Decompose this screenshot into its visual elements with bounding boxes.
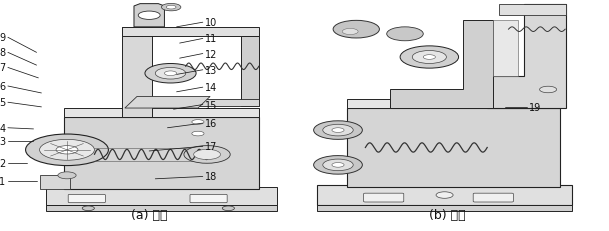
Circle shape: [192, 120, 204, 125]
Text: 19: 19: [529, 102, 541, 112]
Polygon shape: [499, 5, 566, 16]
Circle shape: [145, 64, 196, 84]
Circle shape: [423, 55, 435, 60]
Text: 5: 5: [0, 98, 5, 108]
Polygon shape: [487, 5, 566, 109]
Polygon shape: [347, 109, 560, 187]
Text: 14: 14: [205, 83, 217, 93]
Text: 4: 4: [0, 123, 5, 133]
Circle shape: [82, 206, 94, 211]
Polygon shape: [493, 21, 518, 76]
Circle shape: [332, 128, 344, 133]
Polygon shape: [64, 109, 259, 118]
FancyBboxPatch shape: [364, 193, 404, 202]
FancyBboxPatch shape: [190, 195, 227, 203]
Text: 16: 16: [205, 119, 217, 129]
Circle shape: [314, 121, 362, 140]
Polygon shape: [390, 21, 493, 109]
Circle shape: [40, 140, 94, 161]
Circle shape: [436, 192, 453, 198]
Circle shape: [161, 4, 181, 12]
Text: 3: 3: [0, 136, 5, 146]
Circle shape: [412, 51, 446, 64]
FancyBboxPatch shape: [473, 193, 513, 202]
Polygon shape: [241, 37, 259, 106]
Text: 15: 15: [205, 100, 217, 110]
Text: 1: 1: [0, 176, 5, 186]
Polygon shape: [174, 99, 259, 106]
Polygon shape: [46, 206, 277, 211]
Polygon shape: [134, 5, 164, 28]
Circle shape: [164, 72, 177, 76]
FancyBboxPatch shape: [68, 195, 105, 203]
Text: 12: 12: [205, 49, 217, 59]
Circle shape: [400, 47, 459, 69]
Text: 10: 10: [205, 18, 217, 28]
Circle shape: [342, 29, 358, 35]
Polygon shape: [122, 28, 259, 37]
Polygon shape: [122, 28, 152, 118]
Text: 9: 9: [0, 33, 5, 43]
Text: (a) 正向: (a) 正向: [131, 208, 167, 221]
Text: 8: 8: [0, 48, 5, 58]
Polygon shape: [64, 118, 259, 189]
Circle shape: [166, 6, 176, 10]
Circle shape: [387, 28, 423, 42]
Text: (b) 逆向: (b) 逆向: [429, 208, 466, 221]
Circle shape: [332, 163, 344, 167]
Text: 13: 13: [205, 65, 217, 76]
Polygon shape: [46, 187, 277, 206]
Text: 6: 6: [0, 82, 5, 92]
Circle shape: [58, 172, 76, 179]
Circle shape: [184, 146, 230, 164]
Polygon shape: [347, 99, 560, 109]
Circle shape: [540, 87, 557, 93]
Text: 17: 17: [205, 142, 217, 152]
Circle shape: [56, 146, 78, 154]
Circle shape: [26, 134, 108, 166]
Text: 11: 11: [205, 34, 217, 44]
Polygon shape: [317, 206, 572, 211]
Circle shape: [314, 156, 362, 174]
Circle shape: [138, 12, 160, 20]
Text: 7: 7: [0, 63, 5, 73]
Circle shape: [192, 132, 204, 136]
Circle shape: [222, 206, 234, 211]
Circle shape: [194, 150, 220, 160]
Text: 18: 18: [205, 172, 217, 182]
Polygon shape: [125, 97, 210, 109]
Text: 2: 2: [0, 158, 5, 168]
Polygon shape: [317, 185, 572, 206]
Circle shape: [155, 68, 186, 80]
Polygon shape: [40, 176, 70, 189]
Circle shape: [323, 159, 353, 171]
Circle shape: [323, 125, 353, 136]
Circle shape: [333, 21, 379, 39]
